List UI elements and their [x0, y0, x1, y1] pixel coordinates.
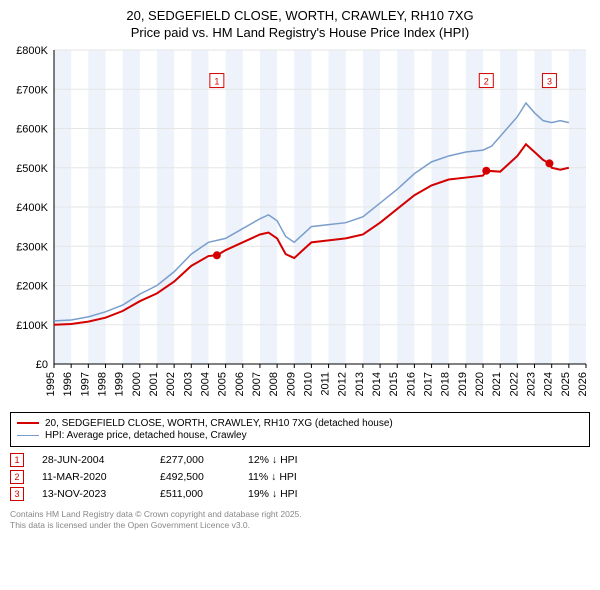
xtick-label: 1997	[79, 372, 91, 396]
xtick-label: 2017	[423, 372, 435, 396]
sales-price: £492,500	[160, 471, 230, 483]
sales-row: 1 28-JUN-2004 £277,000 12% ↓ HPI	[10, 453, 590, 467]
legend-swatch	[17, 422, 39, 424]
sale-marker-num: 3	[547, 76, 552, 86]
sales-date: 13-NOV-2023	[42, 488, 142, 500]
ytick-label: £600K	[16, 123, 48, 135]
sales-marker: 2	[10, 470, 24, 484]
legend: 20, SEDGEFIELD CLOSE, WORTH, CRAWLEY, RH…	[10, 412, 590, 447]
chart-svg: £0 £100K £200K £300K £400K £500K £600K £700K £80…	[10, 46, 590, 406]
ytick-label: £500K	[16, 163, 48, 175]
legend-item: HPI: Average price, detached house, Craw…	[17, 430, 583, 441]
sales-price: £511,000	[160, 488, 230, 500]
attribution: Contains HM Land Registry data © Crown c…	[10, 509, 590, 531]
xtick-label: 2001	[148, 372, 160, 396]
title-line2: Price paid vs. HM Land Registry's House …	[10, 25, 590, 42]
xtick-label: 2011	[320, 372, 332, 396]
ytick-label: £300K	[16, 241, 48, 253]
sale-point	[545, 159, 553, 167]
sales-marker: 3	[10, 487, 24, 501]
xtick-label: 2013	[354, 372, 366, 396]
legend-item: 20, SEDGEFIELD CLOSE, WORTH, CRAWLEY, RH…	[17, 418, 583, 429]
xtick-label: 2006	[234, 372, 246, 396]
ytick-label: £800K	[16, 46, 48, 57]
xtick-label: 2003	[182, 372, 194, 396]
ytick-label: £200K	[16, 280, 48, 292]
xtick-label: 2008	[268, 372, 280, 396]
sales-row: 2 11-MAR-2020 £492,500 11% ↓ HPI	[10, 470, 590, 484]
xtick-label: 2022	[508, 372, 520, 396]
ytick-label: £400K	[16, 202, 48, 214]
xtick-label: 2021	[491, 372, 503, 396]
attribution-line2: This data is licensed under the Open Gov…	[10, 520, 590, 531]
sale-marker-num: 1	[214, 76, 219, 86]
chart-area: £0 £100K £200K £300K £400K £500K £600K £700K £80…	[10, 46, 590, 406]
xtick-label: 2010	[302, 372, 314, 396]
sale-point	[213, 251, 221, 259]
xtick-label: 1999	[114, 372, 126, 396]
sales-date: 11-MAR-2020	[42, 471, 142, 483]
legend-swatch	[17, 435, 39, 437]
legend-label: 20, SEDGEFIELD CLOSE, WORTH, CRAWLEY, RH…	[45, 418, 393, 429]
xtick-label: 2023	[526, 372, 538, 396]
xtick-label: 2012	[337, 372, 349, 396]
xtick-label: 1996	[62, 372, 74, 396]
ytick-label: £0	[36, 359, 48, 371]
xtick-label: 2004	[199, 372, 211, 396]
ytick-label: £100K	[16, 320, 48, 332]
xtick-label: 2009	[285, 372, 297, 396]
xtick-label: 1998	[96, 372, 108, 396]
sales-diff: 12% ↓ HPI	[248, 454, 338, 466]
sales-table: 1 28-JUN-2004 £277,000 12% ↓ HPI 2 11-MAR-202…	[10, 453, 590, 501]
sales-diff: 11% ↓ HPI	[248, 471, 338, 483]
sales-price: £277,000	[160, 454, 230, 466]
title-line1: 20, SEDGEFIELD CLOSE, WORTH, CRAWLEY, RH…	[10, 8, 590, 25]
xtick-label: 2014	[371, 372, 383, 396]
xtick-label: 2015	[388, 372, 400, 396]
xtick-label: 2019	[457, 372, 469, 396]
sales-marker: 1	[10, 453, 24, 467]
xtick-label: 2005	[217, 372, 229, 396]
chart-title: 20, SEDGEFIELD CLOSE, WORTH, CRAWLEY, RH…	[10, 8, 590, 42]
attribution-line1: Contains HM Land Registry data © Crown c…	[10, 509, 590, 520]
sales-row: 3 13-NOV-2023 £511,000 19% ↓ HPI	[10, 487, 590, 501]
sale-marker-num: 2	[484, 76, 489, 86]
xtick-label: 2016	[405, 372, 417, 396]
sale-point	[482, 166, 490, 174]
sales-date: 28-JUN-2004	[42, 454, 142, 466]
sales-diff: 19% ↓ HPI	[248, 488, 338, 500]
xtick-label: 2024	[543, 372, 555, 396]
xtick-label: 2018	[440, 372, 452, 396]
xtick-label: 1995	[45, 372, 57, 396]
xtick-label: 2025	[560, 372, 572, 396]
xtick-label: 2020	[474, 372, 486, 396]
ytick-label: £700K	[16, 84, 48, 96]
xtick-label: 2002	[165, 372, 177, 396]
xtick-label: 2026	[577, 372, 589, 396]
legend-label: HPI: Average price, detached house, Craw…	[45, 430, 247, 441]
xtick-label: 2007	[251, 372, 263, 396]
xtick-label: 2000	[131, 372, 143, 396]
